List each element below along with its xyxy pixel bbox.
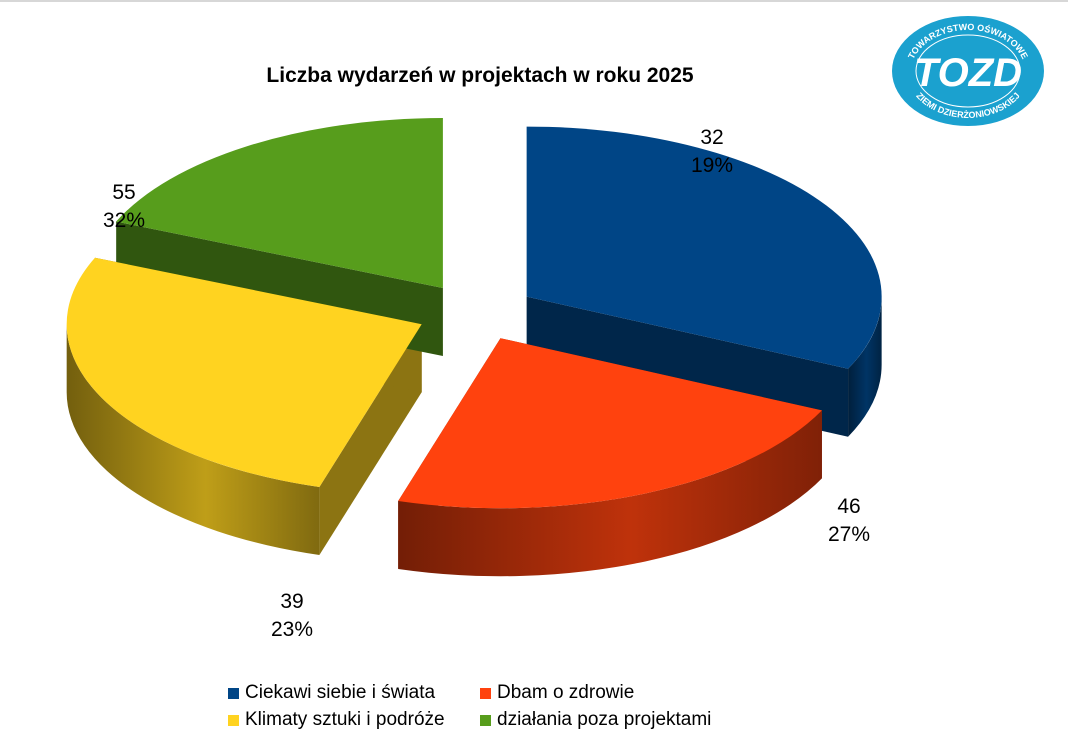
legend-swatch — [228, 687, 239, 699]
legend-label: działania poza projektami — [497, 709, 712, 730]
legend-item-dzialania: działania poza projektami — [480, 709, 711, 731]
legend-swatch — [480, 687, 491, 699]
pie-slice — [526, 126, 882, 369]
pie-slice-side — [66, 324, 320, 555]
pie-slice — [66, 257, 422, 487]
legend-label: Ciekawi siebie i świata — [245, 682, 436, 703]
data-label-value: 32 — [700, 126, 723, 149]
data-label-percent: 19% — [691, 154, 733, 177]
logo-badge — [892, 16, 1044, 126]
legend-label: Dbam o zdrowie — [497, 682, 635, 703]
legend-swatch — [228, 714, 239, 726]
pie-slice — [116, 118, 443, 289]
data-label-value: 55 — [112, 181, 135, 204]
pie-slice-side — [398, 410, 822, 577]
page-top-border — [0, 0, 1068, 2]
chart-title: Liczba wydarzeń w projektach w roku 2025 — [266, 64, 694, 87]
data-label-value: 46 — [837, 495, 860, 518]
data-label-value: 39 — [280, 590, 303, 613]
data-label-percent: 23% — [271, 618, 313, 641]
legend-item-ciekawi: Ciekawi siebie i świata — [228, 682, 435, 704]
pie-slice — [398, 338, 822, 509]
pie-slice-side — [848, 296, 882, 437]
legend-swatch — [480, 714, 491, 726]
legend-item-klimaty: Klimaty sztuki i podróże — [228, 709, 445, 731]
legend-item-dbam: Dbam o zdrowie — [480, 682, 634, 704]
data-label-percent: 27% — [828, 523, 870, 546]
logo-mark: TOZD — [914, 51, 1022, 95]
legend-label: Klimaty sztuki i podróże — [245, 709, 445, 730]
data-label-percent: 32% — [103, 209, 145, 232]
tozd-logo: TOWARZYSTWO OŚWIATOWE ZIEMI DZIERŻONIOWS… — [892, 16, 1044, 126]
